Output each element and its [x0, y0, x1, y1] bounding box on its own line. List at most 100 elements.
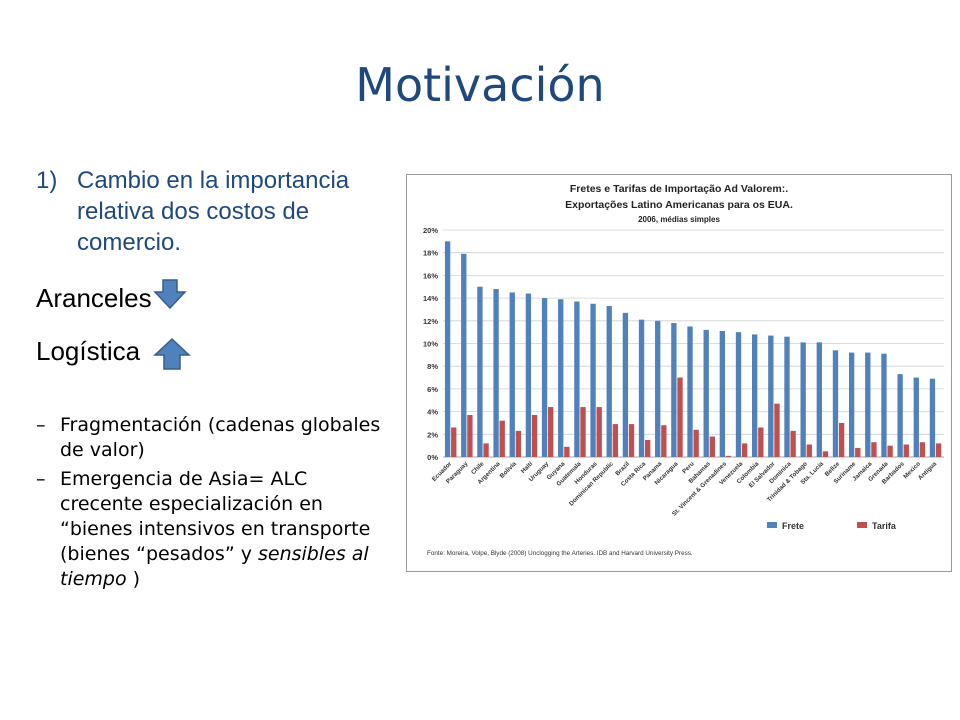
bar-tarifa: [806, 444, 812, 457]
bar-frete: [719, 331, 726, 457]
point-text: Cambio en la importancia relativa dos co…: [77, 167, 350, 256]
bar-tarifa: [661, 425, 667, 457]
y-tick-label: 2%: [427, 430, 438, 439]
bar-frete: [606, 306, 612, 457]
bar-tarifa: [919, 442, 926, 457]
y-tick-label: 8%: [427, 362, 438, 371]
bar-frete: [541, 298, 548, 457]
legend-label-frete: Frete: [782, 521, 804, 531]
bar-frete: [768, 335, 774, 457]
bar-tarifa: [741, 443, 748, 457]
bullet-list: – Fragmentación (cadenas globales de val…: [36, 413, 396, 596]
bar-tarifa: [515, 430, 522, 457]
bar-tarifa: [822, 451, 829, 457]
bar-frete: [655, 320, 661, 457]
y-tick-label: 4%: [427, 408, 438, 417]
bar-tarifa: [483, 443, 489, 457]
bar-frete: [671, 323, 677, 457]
logistica-label: Logística: [36, 336, 141, 366]
chart-subtitle-2: 2006, médias simples: [638, 215, 720, 224]
bar-tarifa: [887, 445, 893, 457]
y-tick-label: 16%: [423, 271, 438, 280]
bar-tarifa: [725, 455, 732, 457]
bar-tarifa: [499, 420, 505, 457]
bar-tarifa: [645, 439, 651, 457]
arrow-down-icon: [153, 279, 187, 310]
bullet-item: – Emergencia de Asia= ALC crecente espec…: [36, 467, 396, 592]
chart-subtitle: Exportações Latino Americanas para os EU…: [565, 199, 793, 211]
bar-tarifa: [790, 430, 796, 457]
bar-tarifa: [677, 377, 683, 457]
bar-frete: [881, 353, 887, 457]
x-tick-label: Bolivia: [499, 460, 519, 480]
y-tick-label: 10%: [423, 340, 438, 349]
bar-tarifa: [628, 424, 635, 457]
bar-frete: [929, 378, 936, 457]
bar-tarifa: [709, 436, 715, 457]
x-tick-label: Antigua: [917, 460, 939, 482]
bar-tarifa: [564, 446, 570, 457]
aranceles-label: Aranceles: [36, 283, 152, 313]
bar-tarifa: [758, 427, 764, 457]
bar-frete: [493, 289, 499, 457]
bar-frete: [687, 326, 693, 457]
y-tick-label: 18%: [423, 249, 438, 258]
bar-tarifa: [838, 422, 845, 457]
bar-frete: [638, 319, 645, 457]
bar-tarifa: [467, 415, 473, 457]
bar-tarifa: [548, 407, 554, 457]
slide-title: Motivación: [355, 58, 605, 112]
y-tick-label: 6%: [427, 385, 438, 394]
bar-frete: [477, 286, 483, 457]
bar-frete: [509, 292, 515, 457]
bar-frete: [848, 352, 855, 457]
bar-frete: [816, 342, 822, 457]
bar-frete: [752, 334, 758, 457]
freight-tariff-chart: Fretes e Tarifas de Importação Ad Valore…: [423, 183, 944, 557]
bar-frete: [558, 299, 564, 457]
bar-frete: [703, 329, 709, 457]
bullet-dash: –: [36, 468, 46, 490]
bar-tarifa: [903, 444, 909, 457]
legend-swatch-frete: [767, 522, 777, 528]
chart-frame: Fretes e Tarifas de Importação Ad Valore…: [406, 174, 952, 572]
y-tick-label: 14%: [423, 294, 438, 303]
bar-frete: [865, 352, 871, 457]
chart-source: Fonte: Moreira, Volpe, Blyde (2008) Uncl…: [427, 550, 693, 557]
bullet-italic-text: sensibles al tiempo: [60, 543, 369, 590]
bar-frete: [897, 374, 903, 457]
bar-tarifa: [774, 403, 780, 457]
bar-frete: [913, 377, 919, 457]
bullet-dash: –: [36, 414, 46, 436]
bar-frete: [784, 336, 790, 457]
arrow-up-icon: [153, 337, 191, 370]
y-tick-label: 0%: [427, 453, 438, 462]
bar-frete: [444, 241, 451, 457]
bar-tarifa: [612, 424, 619, 457]
bar-frete: [461, 253, 467, 457]
bar-tarifa: [693, 429, 699, 457]
bar-frete: [590, 303, 596, 457]
point-number: 1): [36, 167, 58, 194]
bullet-text-end: ): [126, 568, 141, 590]
legend-label-tarifa: Tarifa: [872, 521, 897, 531]
bullet-item: – Fragmentación (cadenas globales de val…: [36, 413, 396, 463]
chart-title: Fretes e Tarifas de Importação Ad Valore…: [570, 183, 788, 195]
y-tick-label: 12%: [423, 317, 438, 326]
bullet-text: Emergencia de Asia= ALC crecente especia…: [60, 468, 371, 565]
bar-tarifa: [580, 407, 586, 457]
bar-tarifa: [596, 407, 602, 457]
bar-frete: [800, 342, 806, 457]
bar-tarifa: [451, 427, 457, 457]
bar-tarifa: [871, 442, 877, 457]
bar-tarifa: [531, 415, 538, 457]
bar-tarifa: [855, 447, 861, 457]
bullet-text: Fragmentación (cadenas globales de valor…: [60, 414, 381, 461]
bar-frete: [525, 293, 532, 457]
bar-frete: [832, 350, 839, 457]
legend-swatch-tarifa: [857, 522, 867, 528]
bar-tarifa: [935, 443, 942, 457]
bar-frete: [735, 332, 742, 457]
bar-frete: [574, 301, 580, 457]
bar-frete: [622, 312, 629, 457]
